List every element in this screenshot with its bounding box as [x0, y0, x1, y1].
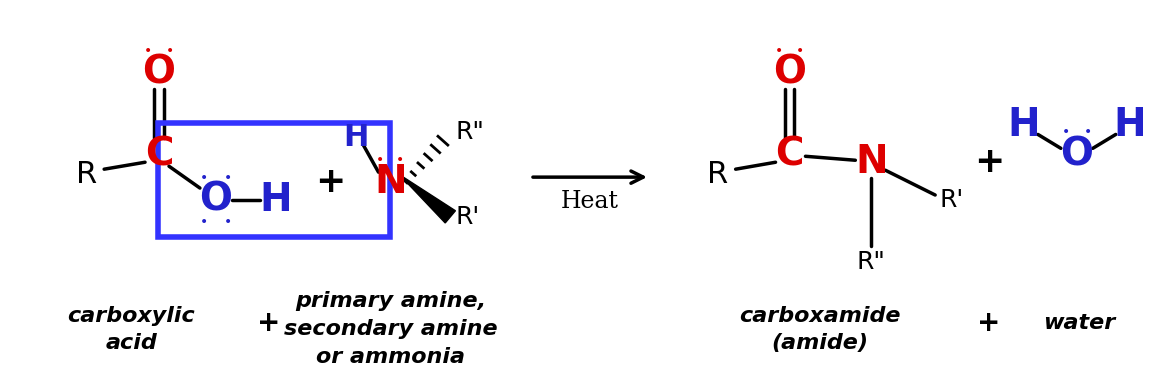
Text: O: O: [200, 181, 232, 219]
Text: +: +: [257, 309, 280, 337]
Text: Heat: Heat: [561, 191, 619, 214]
Text: N: N: [855, 143, 888, 181]
Text: R: R: [707, 160, 729, 189]
Text: water: water: [1043, 313, 1115, 333]
Text: +: +: [315, 165, 346, 199]
Text: R": R": [857, 250, 885, 274]
Text: •: •: [774, 44, 783, 58]
Text: (amide): (amide): [771, 333, 868, 353]
Text: acid: acid: [105, 333, 157, 353]
Text: H: H: [259, 181, 292, 219]
Text: •: •: [797, 44, 805, 58]
Text: secondary amine: secondary amine: [284, 319, 498, 339]
Text: R: R: [76, 160, 97, 189]
Text: •: •: [396, 153, 404, 167]
Text: +: +: [978, 309, 1001, 337]
Text: •: •: [1062, 125, 1070, 140]
Polygon shape: [402, 177, 456, 223]
Text: or ammonia: or ammonia: [317, 347, 465, 367]
Text: •: •: [1084, 125, 1092, 140]
Text: R': R': [456, 205, 480, 229]
Text: R": R": [456, 120, 485, 145]
Text: •: •: [200, 171, 208, 185]
Text: O: O: [142, 54, 175, 92]
Text: C: C: [776, 135, 804, 173]
Text: H: H: [343, 123, 368, 152]
Text: •: •: [144, 44, 152, 58]
Text: •: •: [224, 215, 232, 229]
Bar: [158, 123, 390, 237]
Text: •: •: [200, 215, 208, 229]
Text: carboxylic: carboxylic: [68, 306, 195, 326]
Text: primary amine,: primary amine,: [294, 291, 486, 311]
Text: O: O: [773, 54, 806, 92]
Text: carboxamide: carboxamide: [738, 306, 901, 326]
Text: R': R': [939, 188, 964, 212]
Text: •: •: [376, 153, 384, 167]
Text: C: C: [145, 135, 173, 173]
Text: •: •: [166, 44, 174, 58]
Text: +: +: [974, 145, 1004, 179]
Text: O: O: [1061, 135, 1093, 173]
Text: H: H: [1008, 105, 1041, 143]
Text: H: H: [1113, 105, 1146, 143]
Text: •: •: [224, 171, 232, 185]
Text: N: N: [374, 163, 406, 201]
